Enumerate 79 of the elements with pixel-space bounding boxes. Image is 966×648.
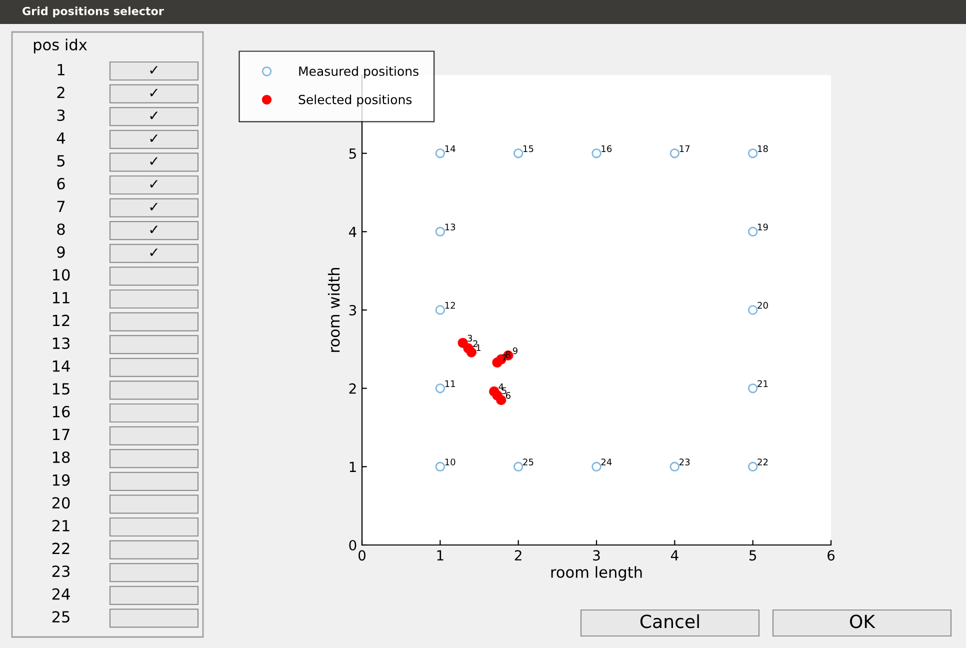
annotation: 10 [445, 458, 456, 466]
text: 2 [57, 86, 64, 98]
annotation: 8 [506, 351, 510, 358]
y-tick-label: 5 [349, 148, 356, 159]
annotation: 12 [445, 302, 455, 309]
text: 6 [57, 178, 65, 190]
text: 22 [52, 542, 70, 554]
annotation: 11 [445, 380, 455, 387]
text: ✓ [150, 157, 158, 165]
y-axis-title: room width [328, 268, 340, 352]
annotation: 23 [679, 458, 690, 466]
text: 18 [52, 451, 70, 464]
annotation: 5 [502, 387, 506, 394]
x-tick-label: 5 [749, 550, 756, 561]
text: ✓ [150, 248, 158, 256]
text: 19 [52, 474, 70, 486]
legend-label: Selected positions [298, 94, 412, 107]
x-tick-label: 3 [593, 550, 600, 561]
text: ✓ [150, 66, 158, 74]
text: 9 [57, 246, 65, 258]
annotation: 21 [758, 380, 768, 387]
text: Grid positions selector [22, 6, 164, 18]
annotation: 18 [758, 145, 768, 152]
annotation: 22 [758, 458, 768, 466]
text: 7 [57, 200, 65, 212]
text: 16 [52, 406, 70, 418]
y-tick-label: 3 [349, 304, 356, 316]
annotation: 17 [680, 145, 690, 152]
annotation: 19 [758, 224, 768, 230]
y-tick-label: 2 [349, 383, 356, 394]
legend-label: Measured positions [299, 66, 418, 78]
text: ✓ [150, 112, 158, 120]
text: 23 [52, 565, 70, 578]
text: 11 [52, 292, 70, 304]
x-tick-label: 2 [514, 550, 522, 560]
x-axis-title: room length [551, 566, 642, 581]
text: ✓ [150, 202, 158, 210]
x-tick-label: 1 [437, 550, 444, 560]
text: 12 [52, 314, 70, 326]
text: 1 [58, 64, 64, 76]
annotation: 14 [445, 145, 456, 152]
annotation: 6 [506, 392, 510, 399]
annotation: 1 [476, 344, 481, 351]
text: OK [850, 614, 876, 628]
x-tick-label: 0 [358, 550, 366, 561]
text: 4 [56, 132, 66, 144]
text: ✓ [150, 226, 158, 234]
text: ✓ [150, 180, 158, 188]
text: Cancel [640, 614, 699, 628]
annotation: 3 [468, 334, 472, 342]
y-tick-label: 4 [348, 226, 356, 237]
y-tick-label: 0 [349, 540, 356, 550]
annotation: 20 [758, 302, 768, 309]
text: 10 [52, 269, 70, 281]
text: 8 [57, 223, 65, 236]
text: 15 [52, 383, 70, 395]
text: 5 [57, 155, 65, 167]
annotation: 24 [601, 458, 612, 466]
annotation: 7 [502, 354, 506, 362]
annotation: 9 [512, 347, 518, 354]
x-tick-label: 4 [670, 550, 678, 560]
text: ✓ [150, 134, 158, 142]
text: 24 [52, 588, 70, 600]
text: 13 [52, 337, 70, 350]
text: 14 [52, 360, 70, 372]
text: 3 [57, 109, 65, 122]
text: 17 [52, 428, 70, 440]
text: 25 [52, 611, 70, 623]
annotation: 16 [602, 145, 612, 152]
x-tick-label: 6 [828, 550, 835, 561]
text: ✓ [150, 88, 158, 96]
text: pos idx [34, 38, 87, 54]
y-tick-label: 1 [350, 462, 356, 472]
annotation: 15 [523, 145, 534, 152]
annotation: 13 [445, 224, 456, 230]
text: 21 [52, 520, 70, 532]
annotation: 25 [523, 458, 534, 466]
text: 20 [52, 497, 70, 509]
annotation: 2 [473, 340, 478, 347]
